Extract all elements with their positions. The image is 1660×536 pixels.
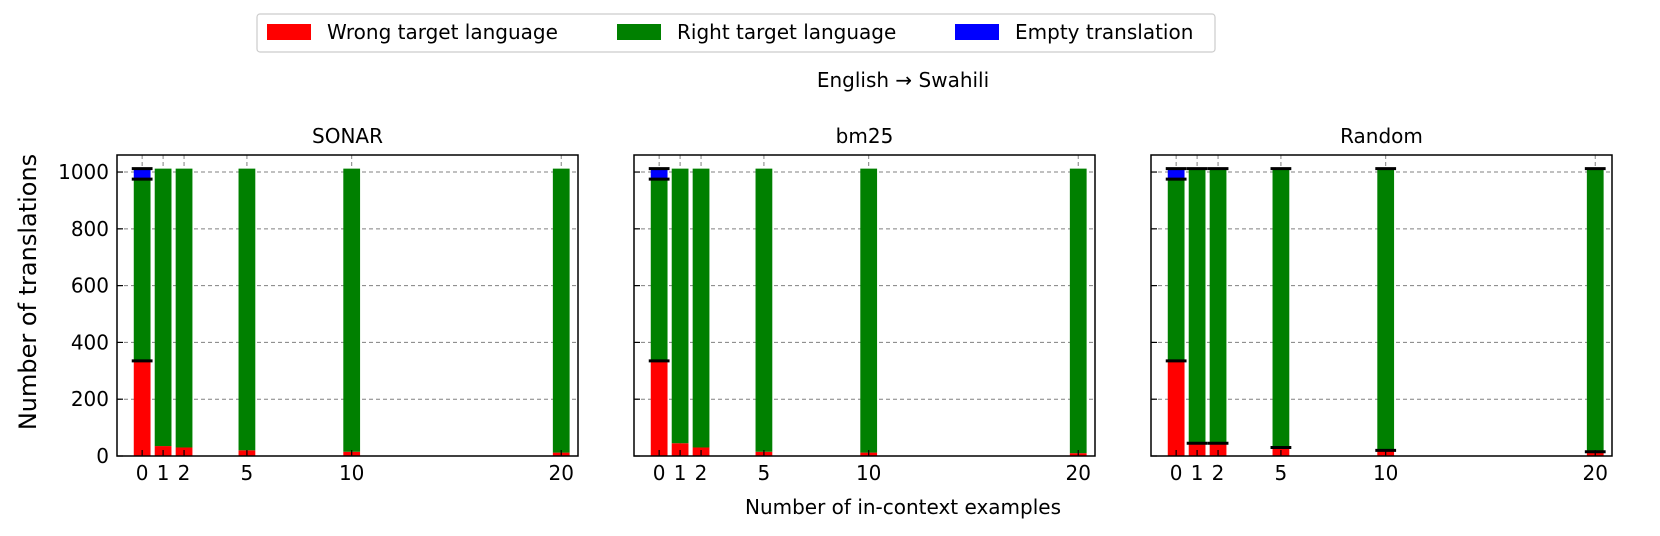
bar-wrong-target bbox=[1188, 443, 1206, 456]
x-tick-label: 10 bbox=[339, 461, 364, 485]
y-tick-label: 1000 bbox=[58, 160, 109, 184]
bar-right-target bbox=[1209, 168, 1227, 444]
plot-frame bbox=[633, 154, 1096, 457]
bar-empty bbox=[1167, 168, 1185, 180]
bar-right-target bbox=[1586, 168, 1604, 452]
bar-right-target bbox=[175, 168, 193, 448]
x-tick-label: 5 bbox=[241, 461, 254, 485]
bar-right-target bbox=[1377, 168, 1395, 451]
bar-wrong-target bbox=[671, 443, 689, 456]
y-tick-label: 800 bbox=[71, 217, 109, 241]
bar-right-target bbox=[692, 168, 710, 448]
bar-right-target bbox=[1069, 168, 1087, 454]
bar-wrong-target bbox=[133, 360, 151, 456]
bar-wrong-target bbox=[1167, 360, 1185, 456]
x-tick-label: 20 bbox=[1583, 461, 1608, 485]
x-tick-label: 20 bbox=[1066, 461, 1091, 485]
bar-right-target bbox=[650, 179, 668, 361]
plot-frame bbox=[1150, 154, 1613, 457]
bar-right-target bbox=[755, 168, 773, 452]
x-tick-label: 0 bbox=[653, 461, 666, 485]
legend: Wrong target language Right target langu… bbox=[256, 13, 1216, 53]
bar-wrong-target bbox=[650, 360, 668, 456]
x-tick-label: 1 bbox=[1191, 461, 1204, 485]
y-tick-label: 200 bbox=[71, 387, 109, 411]
panel-title: bm25 bbox=[836, 124, 894, 148]
bar-right-target bbox=[154, 168, 172, 447]
x-tick-label: 2 bbox=[178, 461, 191, 485]
bar-right-target bbox=[133, 179, 151, 361]
x-tick-label: 0 bbox=[136, 461, 149, 485]
bar-right-target bbox=[238, 168, 256, 451]
bar-right-target bbox=[860, 168, 878, 453]
bar-empty bbox=[133, 168, 151, 180]
y-tick-label: 0 bbox=[96, 444, 109, 468]
panel-bm25: 0 1 2 5 10 20 bm25 bbox=[633, 124, 1096, 485]
bar-right-target bbox=[343, 168, 361, 452]
panel-random: 0 1 2 5 10 20 Random bbox=[1150, 124, 1613, 485]
bar-right-target bbox=[1272, 168, 1290, 448]
bar-right-target bbox=[1167, 179, 1185, 361]
legend-frame bbox=[256, 13, 1216, 53]
bar-right-target bbox=[1188, 168, 1206, 444]
y-tick-label: 400 bbox=[71, 330, 109, 354]
bar-empty bbox=[650, 168, 668, 180]
legend-label-wrong: Wrong target language bbox=[327, 20, 558, 44]
x-tick-label: 5 bbox=[1275, 461, 1288, 485]
x-tick-label: 10 bbox=[856, 461, 881, 485]
x-tick-label: 10 bbox=[1373, 461, 1398, 485]
x-tick-label: 0 bbox=[1170, 461, 1183, 485]
bar-wrong-target bbox=[1209, 443, 1227, 456]
y-axis-label: Number of translations bbox=[14, 154, 42, 430]
x-tick-label: 5 bbox=[758, 461, 771, 485]
legend-swatch-empty bbox=[955, 24, 999, 40]
x-tick-label: 2 bbox=[1212, 461, 1225, 485]
plot-frame bbox=[116, 154, 579, 457]
x-tick-label: 20 bbox=[549, 461, 574, 485]
legend-label-empty: Empty translation bbox=[1015, 20, 1193, 44]
legend-swatch-right bbox=[617, 24, 661, 40]
panel-title: SONAR bbox=[312, 124, 383, 148]
y-tick-label: 600 bbox=[71, 274, 109, 298]
legend-label-right: Right target language bbox=[677, 20, 896, 44]
legend-swatch-wrong bbox=[267, 24, 311, 40]
panel-title: Random bbox=[1340, 124, 1423, 148]
x-tick-label: 2 bbox=[695, 461, 708, 485]
suptitle: English → Swahili bbox=[817, 68, 989, 92]
bar-right-target bbox=[552, 168, 570, 453]
bar-right-target bbox=[671, 168, 689, 444]
x-tick-label: 1 bbox=[157, 461, 170, 485]
x-tick-label: 1 bbox=[674, 461, 687, 485]
x-axis-label: Number of in-context examples bbox=[745, 495, 1061, 519]
